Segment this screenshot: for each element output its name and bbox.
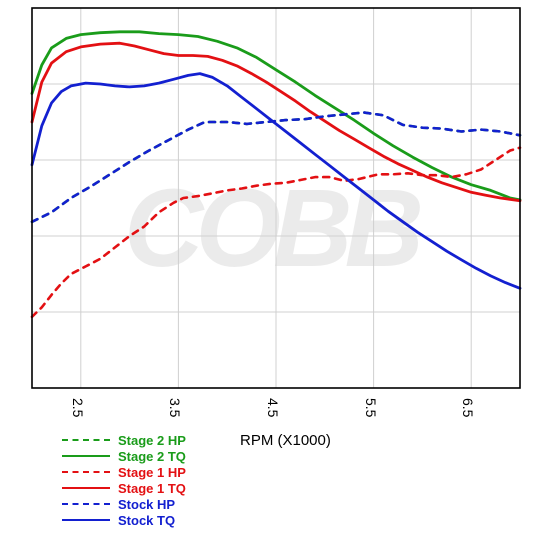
legend-label: Stock TQ	[118, 513, 175, 528]
legend-item: Stage 1 HP	[62, 464, 186, 480]
legend-swatch	[62, 519, 110, 521]
legend-label: Stage 2 HP	[118, 433, 186, 448]
legend-item: Stage 2 HP	[62, 432, 186, 448]
legend-item: Stage 2 TQ	[62, 448, 186, 464]
x-tick-label: 3.5	[167, 398, 183, 417]
legend-label: Stage 1 HP	[118, 465, 186, 480]
legend-label: Stage 1 TQ	[118, 481, 186, 496]
legend-label: Stock HP	[118, 497, 175, 512]
legend-swatch	[62, 503, 110, 505]
legend-swatch	[62, 455, 110, 457]
legend-item: Stock TQ	[62, 512, 186, 528]
legend-item: Stock HP	[62, 496, 186, 512]
legend-swatch	[62, 471, 110, 473]
x-tick-label: 2.5	[70, 398, 86, 417]
grid-lines	[32, 8, 520, 388]
legend-label: Stage 2 TQ	[118, 449, 186, 464]
legend-item: Stage 1 TQ	[62, 480, 186, 496]
legend: Stage 2 HPStage 2 TQStage 1 HPStage 1 TQ…	[62, 432, 186, 528]
dyno-chart: COBB 2.53.54.55.56.5 RPM (X1000) Stage 2…	[0, 0, 540, 540]
x-tick-label: 5.5	[363, 398, 379, 417]
x-tick-label: 4.5	[265, 398, 281, 417]
x-tick-label: 6.5	[460, 398, 476, 417]
legend-swatch	[62, 439, 110, 441]
x-axis-label: RPM (X1000)	[240, 432, 331, 449]
legend-swatch	[62, 487, 110, 489]
